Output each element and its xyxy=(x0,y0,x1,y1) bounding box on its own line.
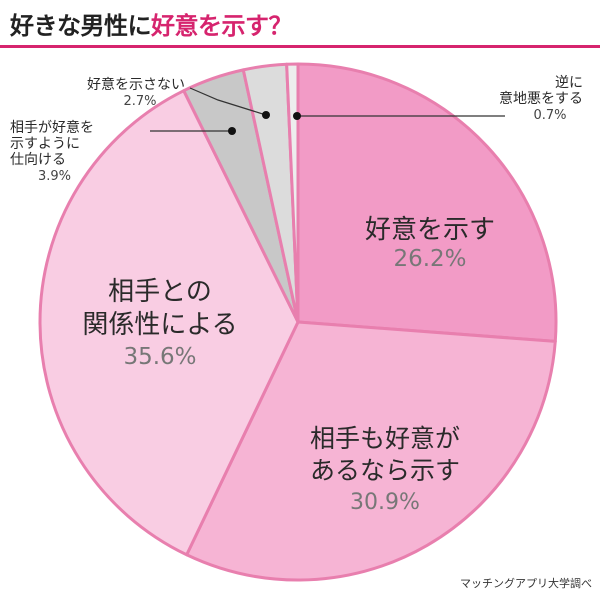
slice-label-depends-on-relationship: 相手との関係性による xyxy=(82,277,237,340)
slice-value-make-them-show-first: 3.9% xyxy=(38,169,71,184)
pie-slice-depends-on-relationship xyxy=(38,89,300,557)
pie-slice-act-mean xyxy=(285,62,300,324)
slice-value-show-if-mutual: 30.9% xyxy=(350,490,420,515)
slice-label-make-them-show-first: 相手が好意を示すように仕向ける xyxy=(10,119,94,168)
chart-title: 好きな男性に好意を示す？ xyxy=(10,6,293,41)
slice-label-show-interest: 好意を示す xyxy=(365,215,495,245)
slice-label-show-if-mutual: 相手も好意があるなら示す xyxy=(310,424,460,485)
leader-line-do-not-show xyxy=(189,87,267,116)
pie-slice-show-interest xyxy=(296,62,558,343)
pie-slice-show-if-mutual xyxy=(185,320,557,582)
title-accent: 好意を示す？ xyxy=(151,12,293,40)
slice-label-do-not-show: 好意を示さない xyxy=(87,76,185,93)
slice-value-act-mean: 0.7% xyxy=(533,108,566,123)
source-credit: マッチングアプリ大学調べ xyxy=(460,577,592,590)
leader-line-make-them-show-first-dot xyxy=(228,127,236,135)
slice-value-do-not-show: 2.7% xyxy=(123,94,156,109)
slice-label-act-mean: 逆に意地悪をする xyxy=(499,75,583,107)
title-plain: 好きな男性に xyxy=(10,12,152,40)
slice-value-depends-on-relationship: 35.6% xyxy=(123,344,196,370)
leader-line-do-not-show-dot xyxy=(262,111,270,119)
slice-value-show-interest: 26.2% xyxy=(393,246,466,272)
title-underline xyxy=(0,45,600,48)
leader-line-act-mean-dot xyxy=(293,112,301,120)
